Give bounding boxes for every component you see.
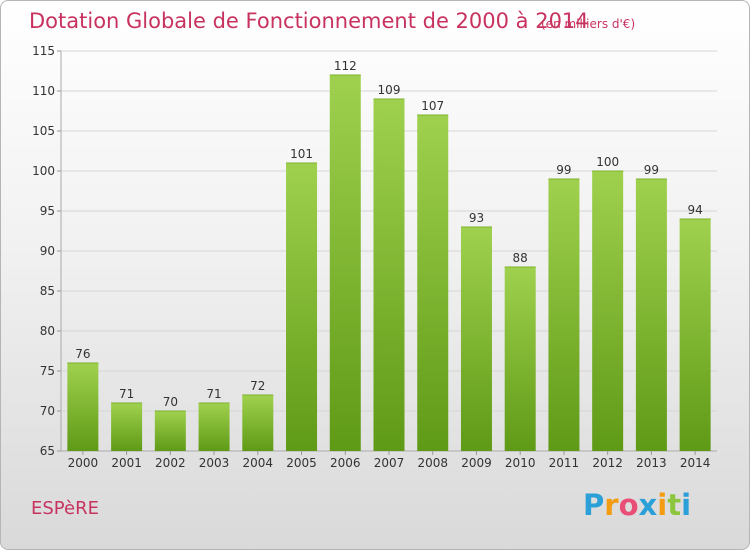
y-tick-label: 95	[40, 204, 55, 218]
y-tick-label: 80	[40, 324, 55, 338]
x-tick-label: 2001	[111, 456, 142, 470]
bars	[67, 74, 711, 451]
chart-title: Dotation Globale de Fonctionnement de 20…	[29, 9, 589, 33]
logo-letter: r	[604, 488, 619, 522]
x-tick-label: 2013	[636, 456, 667, 470]
data-label: 112	[334, 59, 357, 73]
x-tick-label: 2004	[243, 456, 274, 470]
commune-name: ESPèRE	[31, 498, 99, 519]
data-label: 109	[378, 83, 401, 97]
data-label: 93	[469, 211, 484, 225]
data-labels: 76 71 70 71 72 101 112 109 107 93 88 99 100 99 94	[75, 59, 703, 409]
logo-letter: x	[638, 488, 658, 522]
x-tick-label: 2003	[199, 456, 230, 470]
bar	[67, 363, 99, 451]
x-tick-label: 2008	[417, 456, 448, 470]
x-tick-label: 2006	[330, 456, 361, 470]
data-label: 99	[556, 163, 571, 177]
bar	[679, 219, 711, 451]
bar	[592, 171, 624, 451]
chart-unit: (en milliers d'€)	[541, 17, 636, 31]
logo-letter: t	[667, 488, 682, 522]
data-label: 76	[75, 347, 90, 361]
x-tick-label: 2010	[505, 456, 536, 470]
y-tick-label: 65	[40, 444, 55, 458]
data-label: 71	[119, 387, 134, 401]
logo-letter: i	[657, 488, 668, 522]
bar	[111, 403, 143, 451]
proxiti-logo: Proxiti	[583, 488, 691, 522]
y-tick-label: 100	[32, 164, 55, 178]
bar	[504, 267, 536, 451]
bar	[460, 227, 492, 451]
bar	[198, 403, 230, 451]
data-label: 70	[163, 395, 178, 409]
data-label: 100	[596, 155, 619, 169]
x-tick-label: 2005	[286, 456, 317, 470]
y-tick-label: 90	[40, 244, 55, 258]
bar	[242, 395, 274, 451]
data-label: 72	[250, 379, 265, 393]
x-tick-labels: 2000 2001 2002 2003 2004 2005 2006 2007 2008 2009…	[68, 451, 711, 470]
logo-letter: P	[583, 488, 605, 522]
x-tick-label: 2007	[374, 456, 405, 470]
bar	[154, 411, 186, 451]
x-tick-label: 2011	[549, 456, 580, 470]
y-tick-labels: 65 70 75 80 85 90 95 100 105 110 115	[32, 44, 55, 458]
data-label: 94	[687, 203, 702, 217]
y-tick-label: 115	[32, 44, 55, 58]
logo-letter: o	[618, 488, 639, 522]
bar	[373, 99, 405, 451]
bar	[548, 179, 580, 451]
bar	[329, 75, 361, 451]
x-tick-label: 2012	[592, 456, 623, 470]
x-tick-label: 2014	[680, 456, 711, 470]
y-tick-label: 105	[32, 124, 55, 138]
bar	[286, 163, 318, 451]
y-tick-label: 110	[32, 84, 55, 98]
y-tick-label: 75	[40, 364, 55, 378]
data-label: 71	[206, 387, 221, 401]
x-tick-label: 2000	[68, 456, 99, 470]
data-label: 107	[421, 99, 444, 113]
bar	[417, 115, 449, 451]
bar	[635, 179, 667, 451]
x-tick-label: 2009	[461, 456, 492, 470]
logo-letter: i	[681, 488, 692, 522]
y-tick-label: 85	[40, 284, 55, 298]
y-tick-label: 70	[40, 404, 55, 418]
data-label: 99	[644, 163, 659, 177]
data-label: 101	[290, 147, 313, 161]
data-label: 88	[513, 251, 528, 265]
x-tick-label: 2002	[155, 456, 186, 470]
